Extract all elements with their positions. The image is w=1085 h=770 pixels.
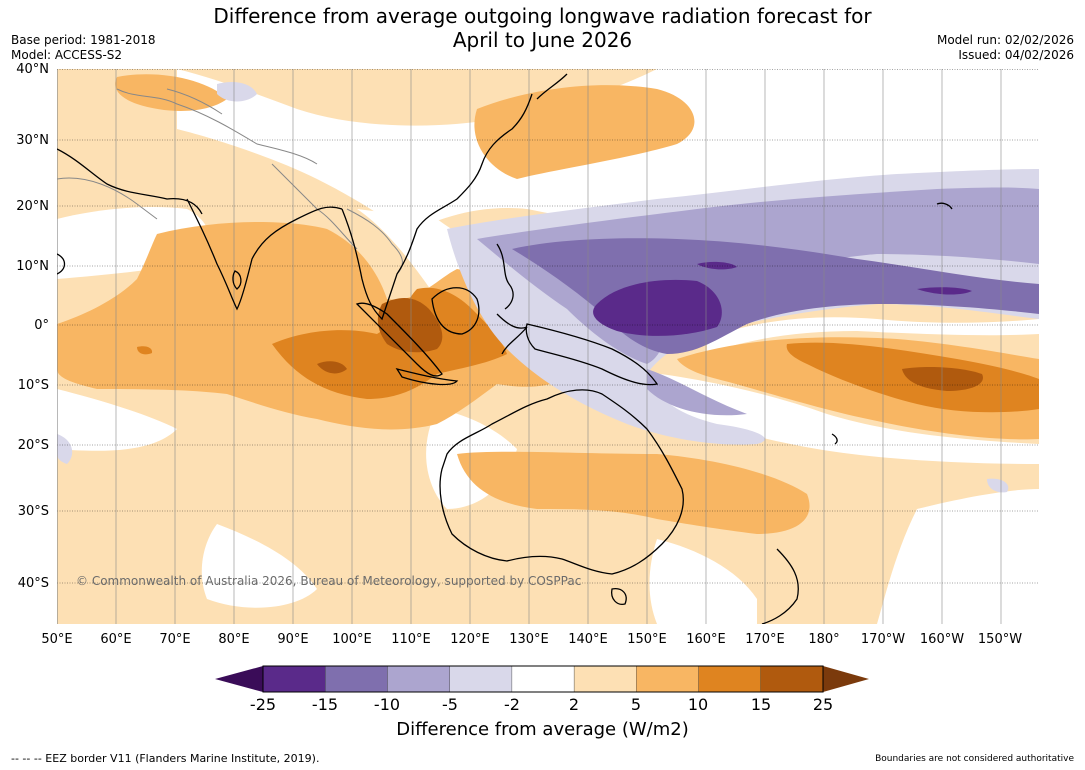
lon-label-160w: 160°W (919, 632, 965, 647)
colorbar-tick-10: 10 (687, 695, 709, 714)
lon-label-170w: 170°W (860, 632, 906, 647)
colorbar-tick-15: 15 (750, 695, 772, 714)
lon-label-140e: 140°E (568, 632, 608, 647)
lon-gridlines (57, 69, 1002, 624)
colorbar-cell (325, 665, 389, 693)
title-line-1: Difference from average outgoing longwav… (213, 4, 872, 28)
colorbar-cells (262, 665, 824, 693)
lon-label-50e: 50°E (41, 632, 73, 647)
lon-label-150w: 150°W (977, 632, 1023, 647)
lon-label-150e: 150°E (627, 632, 667, 647)
colorbar-outline (262, 665, 824, 693)
chart-title: Difference from average outgoing longwav… (0, 4, 1085, 52)
colorbar-tick-2: 2 (568, 695, 580, 714)
lat-label-40s: 40°S (17, 576, 49, 591)
lat-label-10s: 10°S (17, 378, 49, 393)
lon-label-130e: 130°E (509, 632, 549, 647)
colorbar-cell (449, 665, 513, 693)
colorbar-cell (511, 665, 575, 693)
model-name: Model: ACCESS-S2 (11, 48, 123, 62)
lat-label-20n: 20°N (16, 199, 49, 214)
colorbar-tick-minus15: -15 (311, 695, 339, 714)
lat-label-0: 0° (34, 318, 49, 333)
lon-label-110e: 110°E (391, 632, 431, 647)
colorbar-tick-5: 5 (630, 695, 642, 714)
lon-label-100e: 100°E (332, 632, 372, 647)
lat-label-30n: 30°N (16, 133, 49, 148)
colorbar-tick-minus2: -2 (504, 695, 520, 714)
colorbar-cell (262, 665, 326, 693)
lat-label-10n: 10°N (16, 259, 49, 274)
colorbar-cell (760, 665, 824, 693)
meta-right: Model run: 02/02/2026 Issued: 04/02/2026 (937, 33, 1074, 63)
colorbar-tick-minus5: -5 (442, 695, 458, 714)
colorbar (215, 665, 869, 693)
colorbar-under-arrow (215, 666, 263, 692)
olr-anomaly-map (57, 69, 1039, 624)
lon-label-80e: 80°E (218, 632, 250, 647)
lat-gridlines (57, 69, 1039, 584)
colorbar-cell (573, 665, 638, 693)
colorbar-label: Difference from average (W/m2) (396, 719, 689, 740)
lon-label-90e: 90°E (277, 632, 309, 647)
coastlines (57, 73, 953, 624)
lat-label-20s: 20°S (17, 438, 49, 453)
base-period: Base period: 1981-2018 (11, 33, 156, 47)
boundaries-disclaimer: Boundaries are not considered authoritat… (875, 754, 1074, 764)
anomaly-minus25-minus15 (593, 261, 972, 336)
lon-label-70e: 70°E (159, 632, 191, 647)
lon-label-180: 180° (808, 632, 840, 647)
colorbar-cell (387, 665, 451, 693)
colorbar-tick-25: 25 (812, 695, 834, 714)
issued-date: Issued: 04/02/2026 (958, 48, 1074, 62)
lat-label-30s: 30°S (17, 504, 49, 519)
lon-label-60e: 60°E (100, 632, 132, 647)
lon-label-160e: 160°E (686, 632, 726, 647)
anomaly-5-10 (57, 74, 1039, 534)
model-run: Model run: 02/02/2026 (936, 33, 1074, 47)
colorbar-cell (636, 665, 700, 693)
eez-border-note: -- -- -- EEZ border V11 (Flanders Marine… (11, 752, 320, 765)
lon-label-120e: 120°E (450, 632, 490, 647)
meta-left: Base period: 1981-2018 Model: ACCESS-S2 (11, 33, 156, 63)
colorbar-cell (698, 665, 762, 693)
lon-label-170e: 170°E (745, 632, 785, 647)
map-area[interactable] (57, 69, 1039, 624)
title-line-2: April to June 2026 (452, 28, 633, 52)
copyright-notice: © Commonwealth of Australia 2026, Bureau… (76, 574, 582, 588)
colorbar-tick-minus25: -25 (249, 695, 277, 714)
colorbar-over-arrow (823, 666, 869, 692)
lat-label-40n: 40°N (16, 62, 49, 77)
colorbar-tick-minus10: -10 (373, 695, 401, 714)
